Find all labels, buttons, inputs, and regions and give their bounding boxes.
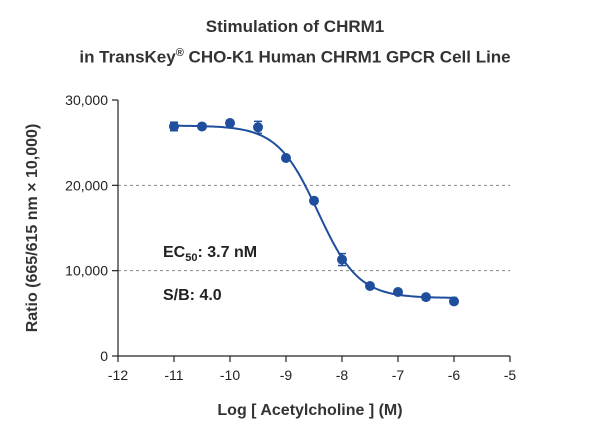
chart-title-block: Stimulation of CHRM1 in TransKey® CHO-K1… xyxy=(0,14,590,71)
data-point xyxy=(253,122,263,133)
x-tick-label: -12 xyxy=(108,367,128,383)
x-tick-label: -9 xyxy=(280,367,293,383)
x-tick-label: -6 xyxy=(448,367,461,383)
fit-curve-layer xyxy=(171,124,457,299)
ec50-subscript: 50 xyxy=(185,252,197,264)
y-tick-label: 0 xyxy=(100,348,108,364)
x-tick-label: -5 xyxy=(504,367,517,383)
registered-mark: ® xyxy=(175,47,184,59)
axes xyxy=(112,99,511,362)
fit-curve xyxy=(171,124,457,299)
gridlines xyxy=(118,184,510,272)
x-tick-label: -7 xyxy=(392,367,405,383)
x-axis-label: Log [ Acetylcholine ] (M) xyxy=(217,402,402,419)
subtitle-text-after: CHO-K1 Human CHRM1 GPCR Cell Line xyxy=(183,47,511,67)
y-tick-label: 10,000 xyxy=(65,263,108,279)
data-point xyxy=(281,153,291,164)
data-point xyxy=(225,118,235,129)
y-tick-label: 30,000 xyxy=(65,92,108,108)
tick-labels: 0 10,000 20,000 30,000 -12 -11 -10 -9 -8 -7 -6 -5 xyxy=(65,92,516,383)
data-point xyxy=(309,195,319,206)
sb-annotation: S/B: 4.0 xyxy=(163,287,222,304)
data-point xyxy=(449,296,459,307)
data-point xyxy=(421,292,431,303)
x-tick-label: -11 xyxy=(164,367,183,383)
subtitle-text-before: in TransKey xyxy=(79,47,176,67)
data-points-layer xyxy=(169,118,459,307)
data-point xyxy=(393,287,403,297)
ec50-value: : 3.7 nM xyxy=(197,244,257,261)
chart-title: Stimulation of CHRM1 xyxy=(205,17,385,36)
data-point xyxy=(197,121,207,132)
ec50-prefix: EC xyxy=(163,244,186,261)
data-point xyxy=(365,281,375,292)
data-point xyxy=(169,121,179,132)
chart-subtitle: in TransKey® CHO-K1 Human CHRM1 GPCR Cel… xyxy=(0,40,590,71)
ec50-annotation: EC50: 3.7 nM xyxy=(163,244,257,264)
y-tick-label: 20,000 xyxy=(65,177,108,193)
data-point xyxy=(337,254,347,265)
x-tick-label: -10 xyxy=(220,367,240,383)
y-axis-label: Ratio (665/615 nm × 10,000) xyxy=(24,124,41,333)
x-tick-label: -8 xyxy=(336,367,349,383)
